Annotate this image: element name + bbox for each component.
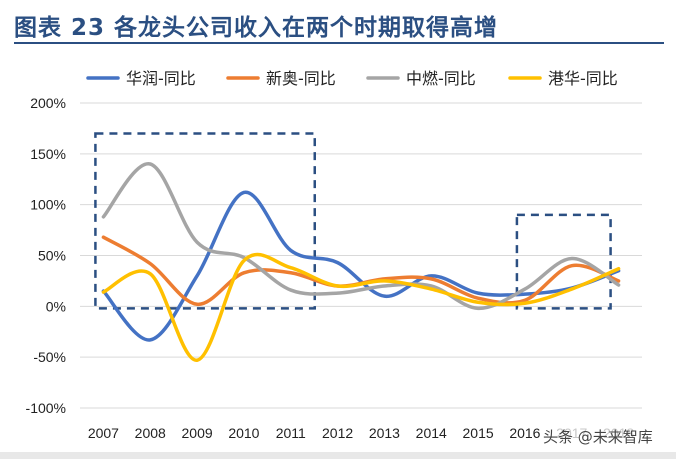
legend-label: 新奥-同比 (266, 69, 336, 88)
y-axis-ticks: -100% -50% 0% 50% 100% 150% 200% (26, 95, 66, 416)
series-line-3 (101, 162, 621, 311)
bottom-strip (0, 452, 676, 459)
x-tick-label: 2012 (322, 425, 353, 441)
x-tick-label: 2015 (463, 425, 494, 441)
x-tick-label: 2007 (88, 425, 119, 441)
legend: 华润-同比 新奥-同比 中燃-同比 港华-同比 (86, 69, 618, 88)
watermark: 头条 @未来智库 (541, 426, 655, 447)
chart-title: 图表 23 各龙头公司收入在两个时期取得高增 (14, 15, 499, 41)
grid-lines (80, 102, 642, 409)
dashed-highlight-box (94, 132, 316, 310)
x-tick-label: 2014 (416, 425, 447, 441)
y-tick-label: -50% (33, 349, 66, 365)
y-tick-label: 150% (30, 146, 66, 162)
y-tick-label: -100% (26, 400, 66, 416)
x-tick-label: 2016 (509, 425, 540, 441)
series-line-1 (101, 190, 621, 342)
y-tick-label: 50% (38, 248, 66, 264)
legend-label: 中燃-同比 (406, 69, 476, 88)
y-tick-label: 200% (30, 95, 66, 111)
legend-label: 港华-同比 (548, 69, 618, 88)
x-tick-label: 2013 (369, 425, 400, 441)
series-lines (101, 162, 621, 362)
x-tick-label: 2011 (276, 425, 306, 441)
y-tick-label: 0% (46, 298, 66, 314)
dashed-highlight-box (515, 213, 612, 310)
series-line-4 (101, 252, 621, 362)
legend-label: 华润-同比 (126, 69, 196, 88)
x-tick-label: 2009 (182, 425, 213, 441)
highlight-boxes (94, 132, 612, 310)
y-tick-label: 100% (30, 197, 66, 213)
x-tick-label: 2008 (135, 425, 166, 441)
x-tick-label: 2010 (228, 425, 259, 441)
title-bar: 图表 23 各龙头公司收入在两个时期取得高增 (0, 0, 676, 44)
title-underline (14, 42, 664, 44)
